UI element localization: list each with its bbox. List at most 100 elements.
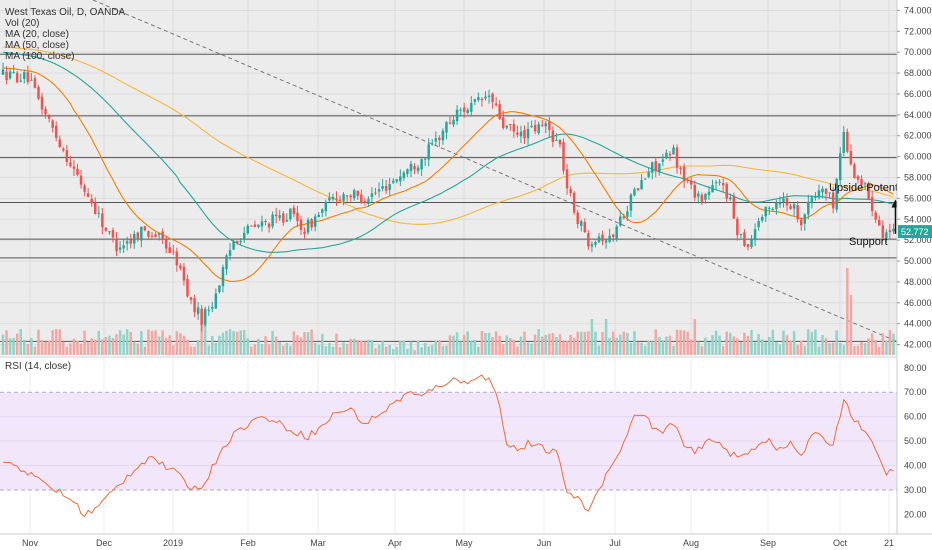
candle-body [775, 202, 778, 210]
volume-bar [721, 346, 725, 355]
volume-bar [509, 338, 512, 355]
candle-body [885, 232, 888, 238]
candle-body [533, 124, 537, 132]
volume-bar [537, 329, 540, 355]
candle-body [164, 239, 168, 249]
candle [164, 235, 168, 254]
volume-bar [239, 330, 242, 355]
volume-bar [328, 343, 331, 355]
volume-bar [129, 331, 132, 355]
candle [462, 102, 466, 118]
candle [409, 160, 413, 178]
volume-bar [267, 344, 271, 355]
candle-body [140, 226, 143, 241]
candle-body [391, 180, 395, 183]
candle [576, 209, 579, 229]
candle [310, 218, 313, 231]
rsi-tick-label: 70.00 [904, 387, 927, 397]
candle-body [246, 225, 250, 234]
candle-body [157, 233, 161, 235]
candle-body [792, 204, 796, 209]
candle [406, 168, 409, 178]
time-axis[interactable]: Nov Dec 2019 Feb Mar Apr May Jun Jul Aug Sep Oct 21 [0, 533, 932, 550]
candle [849, 144, 853, 166]
volume-bar [689, 339, 693, 355]
volume-bar [849, 295, 853, 355]
volume-bar [452, 335, 455, 355]
candle [650, 161, 654, 180]
candle [97, 206, 101, 218]
time-tick-label: May [455, 538, 473, 548]
candle-body [154, 234, 157, 237]
candle [111, 227, 115, 243]
volume-bar [587, 331, 590, 355]
volume-bar [729, 332, 732, 355]
candle [707, 185, 711, 201]
volume-bar [395, 346, 399, 355]
candle-body [97, 212, 101, 214]
candle-body [257, 224, 260, 227]
candle [523, 125, 526, 145]
volume-bar [51, 330, 54, 355]
volume-bar [203, 310, 207, 355]
candle [186, 274, 189, 298]
candle-body [274, 214, 278, 217]
volume-bar [72, 338, 76, 355]
candle [537, 121, 540, 135]
volume-bar [792, 331, 796, 355]
candle [799, 217, 803, 231]
candle [768, 206, 771, 215]
volume-bar [629, 342, 633, 355]
volume-bar [512, 339, 516, 355]
volume-bar [101, 339, 104, 355]
volume-bar [675, 329, 679, 355]
candle [470, 96, 473, 117]
volume-bar [182, 335, 186, 355]
candle [881, 220, 885, 241]
volume-bar [572, 337, 576, 355]
candle [828, 192, 831, 199]
candle-body [636, 188, 640, 191]
volume-bar [317, 344, 320, 355]
candle-body [47, 114, 51, 119]
price-tick-label: 58.000 [904, 173, 932, 183]
candle-body [455, 109, 459, 122]
candle-body [888, 230, 892, 232]
volume-bar [817, 346, 821, 355]
volume-bar [445, 345, 448, 355]
candle-body [282, 213, 285, 223]
volume-bar [867, 338, 870, 355]
ma20-line [2, 67, 894, 282]
volume-bar [636, 341, 640, 355]
rsi-line [2, 374, 894, 518]
price-tick-label: 46.000 [904, 298, 932, 308]
candle-body [640, 180, 643, 190]
candle [257, 224, 260, 229]
candle [477, 92, 480, 102]
candle-body [253, 224, 257, 227]
candle-body [90, 198, 93, 204]
candle-body [58, 139, 62, 148]
candle [668, 151, 672, 161]
price-tick-label: 48.000 [904, 277, 932, 287]
candle [200, 304, 203, 332]
price-axis[interactable]: 74.000 72.000 70.000 68.000 66.000 64.000 62.0… [896, 0, 932, 534]
volume-bar [789, 340, 792, 355]
candle [193, 294, 196, 318]
candle-body [448, 122, 452, 124]
volume-bar [455, 332, 459, 355]
candle [555, 133, 558, 142]
candle-body [239, 240, 242, 243]
candle [725, 182, 728, 203]
candle [675, 144, 679, 174]
candle-body [232, 241, 235, 250]
candle [381, 179, 384, 192]
candle [203, 306, 207, 327]
candle [161, 228, 164, 244]
volume-bar [434, 340, 438, 355]
volume-bar [672, 345, 675, 355]
candle [143, 225, 147, 232]
candle [611, 233, 615, 243]
volume-bar [704, 337, 707, 355]
